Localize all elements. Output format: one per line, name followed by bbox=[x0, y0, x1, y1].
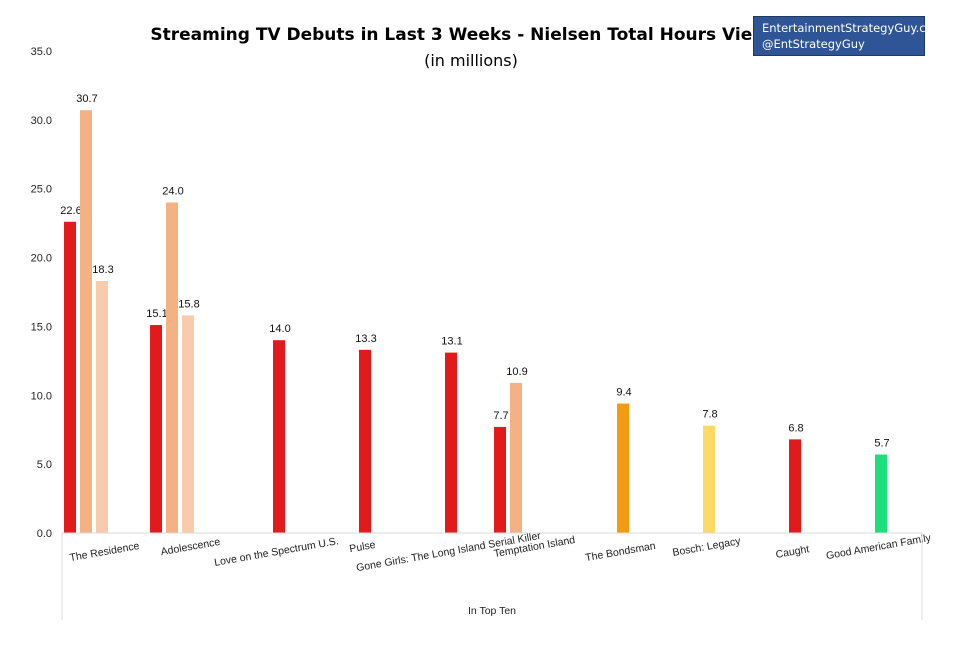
bar bbox=[445, 352, 457, 533]
y-tick-label: 0.0 bbox=[37, 528, 52, 540]
data-label: 15.8 bbox=[178, 298, 199, 310]
data-label: 13.3 bbox=[355, 333, 376, 345]
y-tick-label: 25.0 bbox=[31, 184, 52, 196]
data-label: 14.0 bbox=[269, 323, 290, 335]
attribution-badge: EntertainmentStrategyGuy.com @EntStrateg… bbox=[753, 16, 944, 56]
category-label: Adolescence bbox=[160, 536, 221, 558]
bar bbox=[510, 382, 522, 533]
category-label: Love on the Spectrum U.S. bbox=[213, 535, 339, 569]
bar bbox=[80, 110, 92, 534]
bar bbox=[703, 425, 715, 533]
y-tick-label: 20.0 bbox=[31, 253, 52, 265]
data-label: 7.8 bbox=[702, 409, 717, 421]
data-label: 15.1 bbox=[146, 308, 167, 320]
category-label: The Residence bbox=[69, 540, 141, 564]
data-label: 22.6 bbox=[60, 205, 81, 217]
data-label: 9.4 bbox=[616, 387, 631, 399]
category-label: Caught bbox=[775, 543, 811, 561]
y-tick-label: 15.0 bbox=[31, 321, 52, 333]
data-label: 30.7 bbox=[76, 93, 97, 105]
y-axis: 0.0 5.0 10.0 15.0 20.0 25.0 30.0 35.0 bbox=[31, 46, 52, 540]
bar bbox=[64, 221, 76, 533]
y-tick-label: 10.0 bbox=[31, 390, 52, 402]
data-label: 6.8 bbox=[788, 422, 803, 434]
group-label: In Top Ten bbox=[468, 605, 516, 617]
category-label: Bosch: Legacy bbox=[672, 535, 743, 559]
data-label: 10.9 bbox=[506, 366, 527, 378]
data-label: 7.7 bbox=[493, 410, 508, 422]
bar bbox=[182, 315, 194, 533]
bar bbox=[359, 349, 371, 533]
chart-subtitle: (in millions) bbox=[424, 51, 518, 70]
chart-title: Streaming TV Debuts in Last 3 Weeks - Ni… bbox=[150, 25, 791, 45]
bar bbox=[273, 340, 285, 533]
category-label: Good American Family bbox=[825, 532, 932, 562]
bar bbox=[166, 202, 178, 533]
data-label: 24.0 bbox=[162, 185, 183, 197]
bar bbox=[494, 426, 506, 533]
bar bbox=[789, 439, 801, 533]
bars: 22.6 30.7 18.3 15.1 24.0 15.8 14.0 13.3 13.1 7.7 1… bbox=[60, 93, 890, 534]
bar bbox=[875, 454, 887, 533]
y-tick-label: 30.0 bbox=[31, 115, 52, 127]
bar bbox=[617, 403, 629, 533]
badge-website: EntertainmentStrategyGuy.com bbox=[762, 21, 944, 35]
data-label: 13.1 bbox=[441, 336, 462, 348]
bar bbox=[96, 280, 108, 533]
data-label: 18.3 bbox=[92, 264, 113, 276]
category-label: The Bondsman bbox=[584, 540, 656, 564]
badge-handle: @EntStrategyGuy bbox=[762, 37, 865, 51]
y-tick-label: 35.0 bbox=[31, 46, 52, 58]
data-label: 5.7 bbox=[874, 438, 889, 450]
category-label: Pulse bbox=[349, 539, 377, 555]
bar bbox=[150, 325, 162, 533]
y-tick-label: 5.0 bbox=[37, 459, 52, 471]
